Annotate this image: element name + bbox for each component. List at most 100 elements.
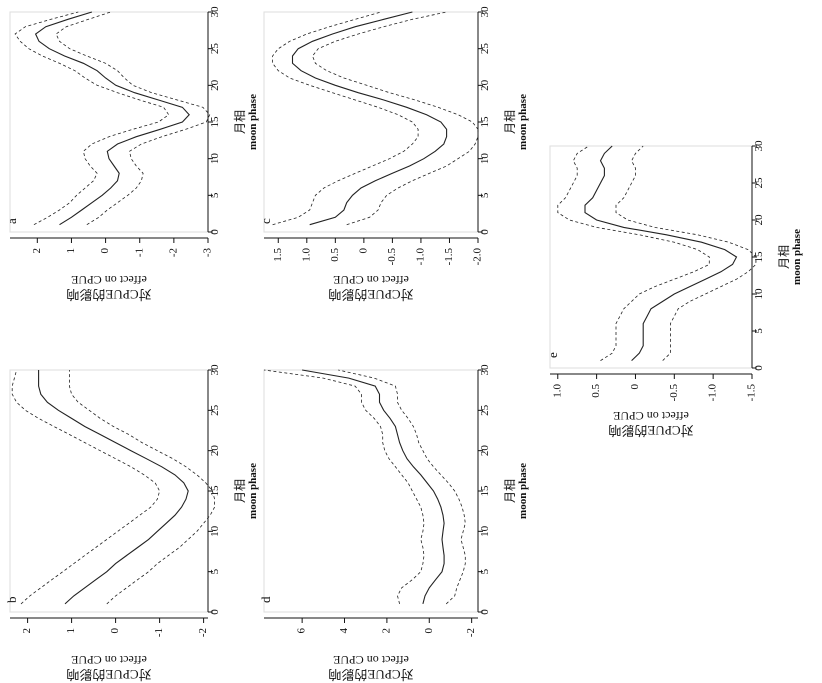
y-axis-title-cn: 对CPUE的影响 <box>328 667 413 682</box>
y-tick-label: -1.0 <box>707 384 719 402</box>
y-axis-title-cn: 对CPUE的影响 <box>66 287 151 302</box>
y-tick-label: -2.0 <box>472 248 484 266</box>
y-tick-label: -1 <box>133 248 145 257</box>
x-tick-label: 25 <box>479 404 491 416</box>
x-tick-label: 25 <box>753 177 765 189</box>
y-tick-label: 2 <box>21 628 33 634</box>
y-tick-label: -0.5 <box>668 384 680 402</box>
y-tick-label: -2 <box>167 248 179 257</box>
y-tick-label: 2 <box>31 248 43 254</box>
y-tick-label: -1.0 <box>414 248 426 266</box>
x-tick-label: 15 <box>479 116 491 128</box>
series-line-ci <box>55 11 211 226</box>
y-tick-label: -1 <box>153 628 165 637</box>
y-axis-title: effect on CPUE <box>333 273 409 287</box>
x-tick-label: 15 <box>479 485 491 497</box>
panel-label: c <box>258 218 273 224</box>
x-tick-label: 5 <box>753 328 765 334</box>
x-tick-label: 30 <box>209 364 221 376</box>
x-tick-label: 10 <box>209 525 221 537</box>
x-tick-label: 20 <box>753 214 765 226</box>
x-tick-label: 0 <box>479 609 491 615</box>
x-tick-label: 30 <box>479 6 491 18</box>
series-line-ci <box>557 145 710 361</box>
series-line-ci <box>615 145 757 361</box>
panel-label: e <box>545 352 560 358</box>
series-line-ci <box>11 369 161 605</box>
y-tick-label: 1.0 <box>300 248 312 262</box>
series-line-ci <box>14 11 170 226</box>
x-axis-title: moon phase <box>247 463 259 519</box>
y-tick-label: 1 <box>65 248 77 254</box>
plot-frame <box>263 369 479 613</box>
x-tick-label: 10 <box>479 153 491 165</box>
series-line-fit <box>34 11 190 226</box>
x-axis-title-cn: 月相 <box>503 479 517 503</box>
x-axis-title-cn: 月相 <box>503 110 517 134</box>
plot-frame <box>549 145 753 369</box>
series-line-ci <box>69 370 215 605</box>
y-axis-title-cn: 对CPUE的影响 <box>328 287 413 302</box>
x-axis-title-cn: 月相 <box>777 245 791 269</box>
y-tick-label: 1 <box>65 628 77 634</box>
panel-e: 0 5 10 15 20 25 30 1.0 0.5 0 -0.5 -1.0 -1.5 e 月相 moon p… <box>545 140 803 438</box>
x-tick-label: 15 <box>753 251 765 263</box>
x-tick-label: 20 <box>209 445 221 457</box>
series-line-ci <box>263 369 425 605</box>
y-axis-title: effect on CPUE <box>71 273 147 287</box>
series-line-ci <box>312 11 479 226</box>
y-axis-title-cn: 对CPUE的影响 <box>608 423 693 438</box>
y-tick-label: -2 <box>197 628 209 637</box>
y-axis-title: effect on CPUE <box>333 653 409 667</box>
y-axis-title: effect on CPUE <box>613 409 689 423</box>
x-tick-label: 25 <box>209 404 221 416</box>
x-axis-title-cn: 月相 <box>233 110 247 134</box>
y-tick-label: 4 <box>338 628 350 634</box>
y-tick-label: 0.5 <box>590 384 602 398</box>
y-tick-label: 1.0 <box>551 384 563 398</box>
x-tick-label: 0 <box>209 609 221 615</box>
series-line-ci <box>272 11 419 226</box>
plot-frame <box>9 369 209 613</box>
x-tick-label: 20 <box>209 79 221 91</box>
panel-c: 0 5 10 15 20 25 30 1.5 1.0 0.5 0 -0.5 -1.0 -1.5 -2.0 c 月… <box>258 6 529 302</box>
series-line-ci <box>338 369 466 605</box>
y-tick-label: 0 <box>99 248 111 254</box>
y-tick-label: 0 <box>423 628 435 634</box>
y-tick-label: 0 <box>357 248 369 254</box>
y-tick-label: -0.5 <box>386 248 398 266</box>
y-tick-label: 0.5 <box>329 248 341 262</box>
x-tick-label: 10 <box>209 153 221 165</box>
y-axis-title-cn: 对CPUE的影响 <box>66 667 151 682</box>
panel-label: d <box>258 596 273 603</box>
x-axis-title: moon phase <box>791 229 803 285</box>
y-tick-label: 0 <box>629 384 641 390</box>
y-tick-label: 0 <box>109 628 121 634</box>
y-tick-label: -2 <box>465 628 477 637</box>
x-tick-label: 15 <box>209 116 221 128</box>
x-tick-label: 20 <box>479 445 491 457</box>
plot-frame <box>263 11 479 233</box>
y-tick-label: 1.5 <box>272 248 284 262</box>
x-tick-label: 0 <box>753 365 765 371</box>
x-tick-label: 25 <box>479 43 491 55</box>
x-tick-label: 30 <box>753 140 765 152</box>
panel-label: a <box>4 218 19 224</box>
x-tick-label: 30 <box>479 364 491 376</box>
y-tick-label: 6 <box>296 628 308 634</box>
x-tick-label: 30 <box>209 6 221 18</box>
x-tick-label: 10 <box>753 288 765 300</box>
x-axis-title: moon phase <box>247 94 259 150</box>
x-axis-title: moon phase <box>517 463 529 519</box>
y-tick-label: -1.5 <box>443 248 455 266</box>
x-tick-label: 25 <box>209 43 221 55</box>
x-tick-label: 5 <box>479 192 491 198</box>
panel-label: b <box>4 597 19 604</box>
series-line-fit <box>302 369 445 605</box>
x-tick-label: 0 <box>479 229 491 235</box>
x-tick-label: 5 <box>479 568 491 574</box>
y-tick-label: 2 <box>380 628 392 634</box>
